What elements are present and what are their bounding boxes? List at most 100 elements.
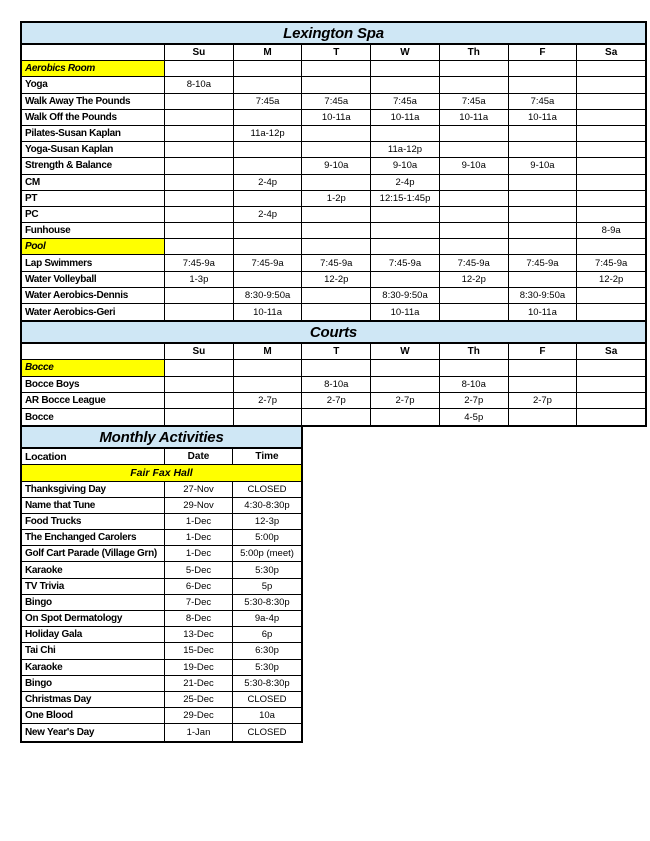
table-row: Bocce [22,360,645,377]
schedule-cell [577,175,645,190]
activity-time: CLOSED [247,726,287,738]
schedule-cell: 12-2p [302,271,372,287]
schedule-cell [302,239,372,255]
schedule-cell [577,377,645,392]
activity-name: Karaoke [22,562,165,578]
day-header: F [509,45,578,61]
schedule-cell [577,360,645,375]
schedule-cell [165,206,234,223]
schedule-cell [509,271,578,287]
schedule-cell: 7:45-9a [595,257,628,269]
schedule-cell [165,61,234,77]
schedule-cell [577,126,645,141]
schedule-cell: 11a-12p [234,125,303,142]
activity-time: CLOSED [247,483,287,495]
schedule-cell [165,109,234,125]
schedule-cell [509,239,578,255]
schedule-cell [234,271,303,287]
schedule-cell [577,158,645,173]
schedule-cell: 7:45-9a [165,255,234,271]
activity-row: Name that Tune 29-Nov 4:30-8:30p [22,497,301,514]
table-row: Aerobics Room [22,61,645,78]
schedule-cell [234,360,303,376]
schedule-cell [302,360,372,376]
activity-row: On Spot Dermatology 8-Dec 9a-4p [22,611,301,628]
schedule-cell: 8:30-9:50a [371,287,440,303]
activity-date: 5-Dec [165,562,233,578]
schedule-cell [165,174,234,190]
schedule-cell: 2-7p [371,392,440,408]
schedule-cell [577,304,645,320]
schedule-cell [577,77,645,92]
activity-name: Golf Cart Parade (Village Grn) [22,546,165,562]
activity-date: 1-Dec [165,530,233,546]
table-title: Monthly Activities [22,427,301,450]
schedule-cell [234,158,303,174]
row-label: Water Aerobics-Geri [22,304,165,321]
schedule-cell [165,408,234,426]
day-header: Th [440,344,509,360]
schedule-cell [509,190,578,206]
row-label: Yoga [22,77,165,93]
schedule-cell [577,94,645,109]
activity-time: 10a [259,710,275,722]
schedule-cell [440,190,509,206]
activity-row: The Enchanged Carolers 1-Dec 5:00p [22,530,301,547]
row-label: Yoga-Susan Kaplan [22,142,165,158]
day-header: Su [165,45,234,61]
schedule-cell [302,287,372,303]
schedule-cell: 7:45-9a [440,255,509,271]
schedule-cell [509,142,578,158]
schedule-cell [302,408,372,426]
activity-row: Bingo 7-Dec 5:30-8:30p [22,594,301,611]
activity-name: Christmas Day [22,691,165,708]
table-row: PT 1-2p 12:15-1:45p [22,190,645,207]
schedule-cell: 10-11a [509,304,578,321]
activity-name: TV Trivia [22,578,165,594]
schedule-cell: 12-2p [599,273,624,285]
schedule-cell [577,288,645,303]
schedule-cell [440,206,509,223]
schedule-cell [440,287,509,303]
schedule-cell: 7:45-9a [234,255,303,271]
day-header: Th [440,45,509,61]
table-row: Walk Away The Pounds 7:45a 7:45a 7:45a 7:45a… [22,93,645,110]
schedule-cell [165,223,234,239]
schedule-cell [165,304,234,321]
date-column-header: Date [165,449,233,465]
activity-date: 1-Dec [165,513,233,530]
schedule-cell [234,376,303,392]
venue-section-label: Fair Fax Hall [22,465,301,481]
corner-cell [22,45,165,61]
schedule-cell [165,287,234,303]
day-header: M [234,45,303,61]
schedule-cell [371,271,440,287]
schedule-cell [371,360,440,376]
schedule-cell [509,77,578,93]
activity-time: 5:30p [255,661,279,673]
activity-name: Thanksgiving Day [22,481,165,497]
schedule-cell [234,109,303,125]
activity-name: Bingo [22,675,165,691]
schedule-cell [302,304,372,321]
row-label: CM [22,174,165,190]
corner-cell [22,344,165,360]
day-header: W [371,344,440,360]
table-row: Yoga 8-10a [22,77,645,94]
activity-row: Christmas Day 25-Dec CLOSED [22,691,301,709]
activity-date: 13-Dec [165,627,233,643]
activity-date: 27-Nov [165,481,233,497]
schedule-cell: 7:45-9a [302,255,372,271]
schedule-cell [302,77,372,93]
schedule-cell: 8:30-9:50a [234,287,303,303]
activity-date: 6-Dec [165,578,233,594]
schedule-cell [234,61,303,77]
day-header-row: Su M T W Th F Sa [22,344,645,361]
schedule-cell [165,376,234,392]
schedule-cell: 7:45a [440,93,509,109]
activity-time: 5:00p (meet) [240,548,294,560]
schedule-cell: 7:45-9a [509,255,578,271]
activity-time: 5:30p [255,564,279,576]
schedule-cell [371,376,440,392]
schedule-cell: 2-7p [234,392,303,408]
